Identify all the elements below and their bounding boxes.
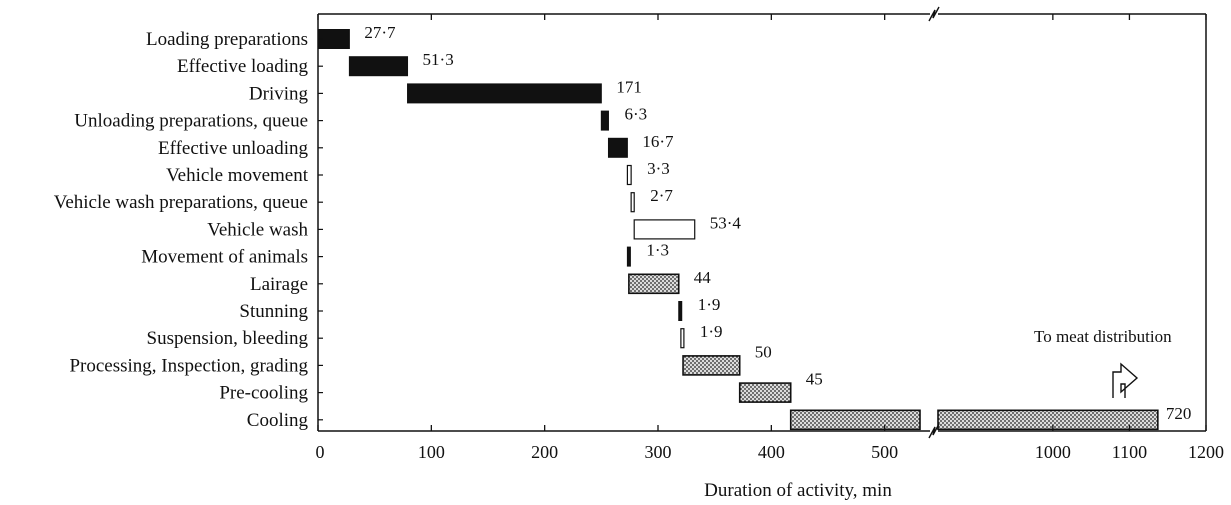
x-tick-label: 1100 bbox=[1112, 442, 1147, 462]
value-label: 53·4 bbox=[710, 213, 742, 232]
activity-bar bbox=[600, 110, 609, 131]
activity-label: Effective loading bbox=[177, 56, 309, 77]
activity-label: Vehicle wash bbox=[207, 219, 308, 240]
activity-bar bbox=[680, 328, 685, 349]
meat-distribution-note: To meat distribution bbox=[1034, 327, 1172, 346]
activity-bar bbox=[407, 83, 602, 104]
x-tick-label: 1000 bbox=[1035, 442, 1071, 462]
x-tick-label: 500 bbox=[871, 442, 898, 462]
x-axis-title: Duration of activity, min bbox=[704, 480, 892, 501]
value-label: 1·9 bbox=[698, 295, 721, 314]
activity-bar bbox=[789, 409, 921, 431]
activity-bar bbox=[626, 164, 632, 186]
activity-bar bbox=[682, 355, 741, 376]
value-label: 1·9 bbox=[700, 322, 723, 341]
value-label: 51·3 bbox=[423, 50, 454, 69]
activity-bar bbox=[738, 382, 792, 403]
activity-label: Vehicle wash preparations, queue bbox=[54, 192, 308, 213]
activity-bar bbox=[628, 273, 680, 295]
x-tick-label: 0 bbox=[316, 442, 325, 462]
value-label: 6·3 bbox=[624, 105, 647, 124]
activity-label: Lairage bbox=[250, 274, 308, 295]
activity-labels: Loading preparations Effective loading Dri… bbox=[54, 29, 309, 431]
value-label: 1·3 bbox=[646, 241, 669, 260]
value-label: 27·7 bbox=[364, 23, 396, 42]
activity-label: Processing, Inspection, grading bbox=[69, 355, 308, 376]
value-label: 16·7 bbox=[642, 132, 674, 151]
activity-bar bbox=[348, 56, 409, 77]
x-tick-label: 1200 bbox=[1188, 442, 1224, 462]
value-labels: 27·7 51·3 171 6·3 16·7 3·3 2·7 53·4 1·3 44 1·9 1·9 5… bbox=[364, 23, 1191, 423]
value-label: 171 bbox=[616, 77, 642, 96]
value-label: 720 bbox=[1166, 404, 1192, 423]
activity-bar bbox=[678, 301, 683, 321]
activity-label: Movement of animals bbox=[141, 247, 308, 268]
activity-bar bbox=[630, 192, 635, 213]
axis-break-mark bbox=[928, 423, 940, 439]
activity-label: Unloading preparations, queue bbox=[74, 111, 308, 132]
x-axis-ticks: 0 100 200 300 400 500 1000 1100 1200 bbox=[316, 14, 1224, 462]
x-tick-label: 400 bbox=[758, 442, 785, 462]
value-label: 44 bbox=[694, 268, 712, 287]
axis-break-marks bbox=[928, 6, 940, 439]
plot-frame bbox=[317, 13, 1207, 432]
x-tick-label: 300 bbox=[645, 442, 672, 462]
x-tick-label: 200 bbox=[531, 442, 558, 462]
activity-label: Pre-cooling bbox=[219, 383, 308, 404]
activity-label: Suspension, bleeding bbox=[147, 328, 309, 349]
activity-bar bbox=[626, 246, 631, 267]
x-tick-label: 100 bbox=[418, 442, 445, 462]
activity-label: Cooling bbox=[247, 410, 309, 431]
value-label: 50 bbox=[755, 342, 772, 361]
value-label: 2·7 bbox=[650, 186, 673, 205]
axis-break-mark bbox=[928, 6, 940, 22]
activity-label: Driving bbox=[249, 83, 309, 104]
value-label: 3·3 bbox=[647, 159, 670, 178]
activity-label: Stunning bbox=[239, 301, 308, 322]
meat-distribution-arrow bbox=[1112, 362, 1139, 398]
activity-label: Effective unloading bbox=[158, 138, 309, 159]
activity-bar bbox=[937, 409, 1159, 431]
activity-bar bbox=[607, 137, 628, 158]
activity-bars bbox=[317, 29, 1159, 431]
activity-bar bbox=[633, 219, 696, 240]
activity-label: Loading preparations bbox=[146, 29, 308, 50]
value-label: 45 bbox=[806, 370, 823, 389]
activity-label: Vehicle movement bbox=[166, 165, 309, 186]
